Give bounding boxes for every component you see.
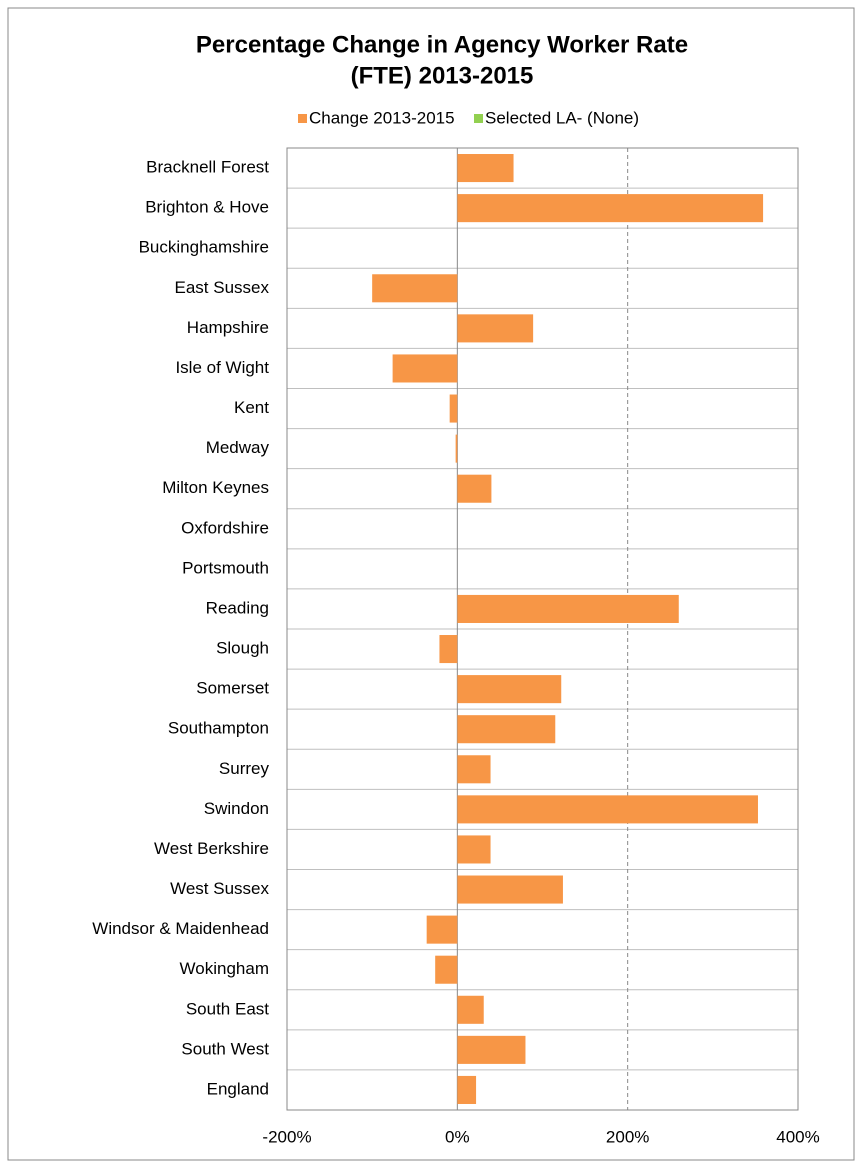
legend-swatch	[474, 114, 483, 123]
bar	[457, 755, 491, 784]
bar	[449, 394, 458, 423]
chart-title: Percentage Change in Agency Worker Rate	[196, 31, 688, 58]
y-tick-label: Wokingham	[180, 959, 269, 978]
x-tick-label: 0%	[445, 1127, 470, 1146]
y-tick-label: Portsmouth	[182, 558, 269, 577]
x-tick-label: 200%	[606, 1127, 649, 1146]
bar	[372, 274, 458, 303]
y-tick-label: Oxfordshire	[181, 518, 269, 537]
y-tick-label: West Sussex	[170, 879, 269, 898]
bar	[426, 915, 458, 944]
bar	[439, 635, 458, 664]
y-tick-label: Buckinghamshire	[139, 238, 269, 257]
bar	[457, 1075, 477, 1104]
y-tick-label: Slough	[216, 639, 269, 658]
bar	[435, 955, 458, 984]
bar	[457, 795, 758, 824]
y-tick-label: Milton Keynes	[162, 478, 269, 497]
bar	[457, 194, 764, 223]
y-tick-label: Bracknell Forest	[146, 158, 269, 177]
bar	[457, 675, 562, 704]
chart-title: (FTE) 2013-2015	[351, 62, 534, 89]
y-tick-label: Reading	[206, 598, 269, 617]
bar	[455, 434, 458, 463]
chart-border	[7, 7, 855, 1161]
y-tick-label: Brighton & Hove	[145, 198, 269, 217]
y-tick-label: Surrey	[219, 759, 270, 778]
bar	[457, 1035, 526, 1064]
y-tick-label: Windsor & Maidenhead	[92, 919, 269, 938]
y-tick-label: England	[207, 1079, 269, 1098]
x-tick-label: 400%	[776, 1127, 819, 1146]
y-tick-label: East Sussex	[175, 278, 270, 297]
y-tick-label: Medway	[206, 438, 270, 457]
y-tick-label: South West	[181, 1039, 269, 1058]
bar	[457, 594, 679, 623]
y-tick-label: Hampshire	[187, 318, 269, 337]
y-tick-label: West Berkshire	[154, 839, 269, 858]
bar	[457, 995, 484, 1024]
legend-label: Change 2013-2015	[309, 108, 455, 127]
legend-label: Selected LA- (None)	[485, 108, 639, 127]
y-tick-label: Southampton	[168, 719, 269, 738]
legend-swatch	[298, 114, 307, 123]
bar	[457, 314, 534, 343]
bar	[457, 154, 514, 183]
plot-area	[286, 147, 799, 1111]
y-tick-label: South East	[186, 999, 269, 1018]
bar	[457, 715, 556, 744]
x-tick-label: -200%	[262, 1127, 311, 1146]
y-tick-label: Swindon	[204, 799, 269, 818]
bar	[457, 835, 491, 864]
bar	[457, 474, 492, 503]
bar	[392, 354, 458, 383]
y-tick-label: Somerset	[196, 679, 269, 698]
y-tick-label: Kent	[234, 398, 269, 417]
y-tick-label: Isle of Wight	[175, 358, 269, 377]
bar	[457, 875, 563, 904]
